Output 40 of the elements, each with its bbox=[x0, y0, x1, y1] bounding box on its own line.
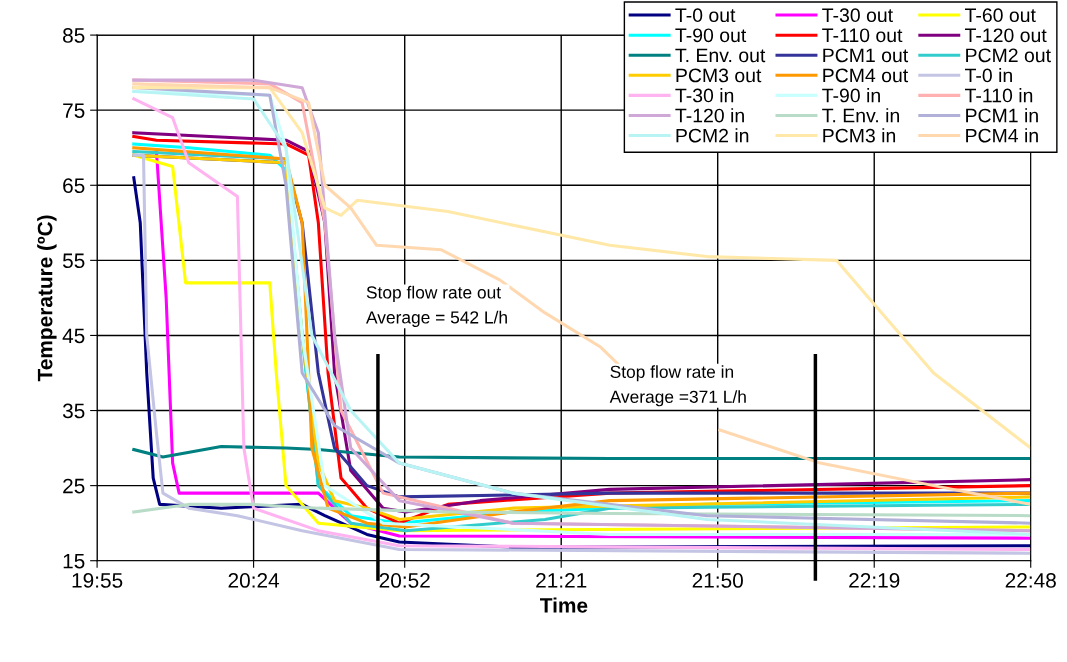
y-tick-label: 75 bbox=[63, 103, 85, 118]
x-tick-label: 20:52 bbox=[379, 573, 430, 588]
y-tick-label: 25 bbox=[63, 478, 85, 494]
x-tick-label: 21:21 bbox=[536, 573, 587, 588]
x-axis-title: Time bbox=[540, 597, 588, 613]
x-tick-label: 22:48 bbox=[1005, 573, 1056, 588]
legend-label: T-90 out bbox=[675, 28, 747, 43]
legend-label: PCM3 in bbox=[823, 128, 896, 143]
y-tick-label: 55 bbox=[62, 253, 85, 269]
annotation: Stop flow rate out Average = 542 L/h bbox=[366, 285, 507, 327]
legend-label: T-120 in bbox=[675, 108, 744, 123]
legend-label: T-120 out bbox=[965, 28, 1047, 43]
legend-label: PCM2 in bbox=[676, 128, 749, 143]
legend-label: PCM1 out bbox=[823, 48, 909, 63]
legend-label: PCM1 in bbox=[966, 108, 1038, 123]
legend-label: PCM3 out bbox=[676, 68, 762, 83]
legend-label: T-90 in bbox=[822, 88, 880, 103]
legend-label: T-0 out bbox=[675, 8, 736, 23]
x-tick-label: 21:50 bbox=[692, 573, 743, 588]
x-tick-label: 19:55 bbox=[72, 573, 123, 588]
legend-label: T-110 out bbox=[822, 28, 903, 43]
legend-label: T. Env. in bbox=[822, 108, 899, 123]
y-axis-title: Temperature (ºC) bbox=[37, 215, 57, 382]
y-tick-label: 35 bbox=[62, 403, 85, 419]
x-tick-label: 22:19 bbox=[849, 573, 900, 588]
legend-label: T-110 in bbox=[965, 88, 1033, 103]
legend-label: T-60 out bbox=[965, 8, 1036, 23]
y-tick-label: 85 bbox=[63, 28, 85, 43]
legend-label: PCM2 out bbox=[966, 48, 1051, 63]
legend-label: T-30 out bbox=[822, 8, 893, 23]
y-tick-label: 15 bbox=[63, 553, 85, 569]
legend-label: T. Env. out bbox=[675, 48, 766, 63]
y-tick-label: 65 bbox=[63, 178, 85, 194]
legend-label: T-0 in bbox=[965, 68, 1012, 83]
legend-label: PCM4 out bbox=[823, 68, 909, 83]
x-tick-label: 20:24 bbox=[228, 573, 280, 588]
legend-label: T-30 in bbox=[675, 88, 734, 103]
legend-label: PCM4 in bbox=[966, 128, 1038, 143]
y-tick-label: 45 bbox=[62, 328, 85, 344]
annotation: Stop flow rate in Average =371 L/h bbox=[609, 365, 746, 407]
